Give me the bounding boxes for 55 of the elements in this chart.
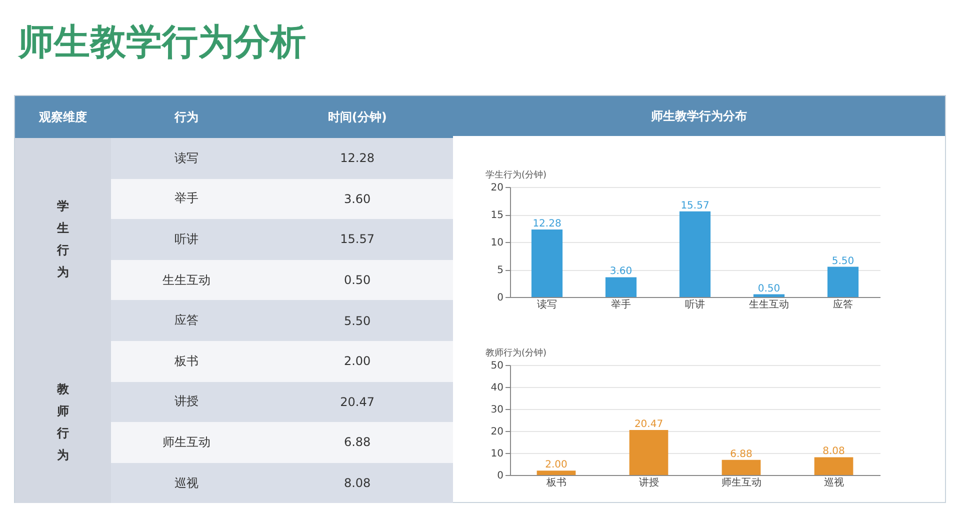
category-label: 听讲 <box>174 232 198 246</box>
x-tick-label: 应答 <box>833 298 853 310</box>
category-label: 师生互动 <box>162 434 210 449</box>
category-label: 读写 <box>174 150 198 165</box>
data-label: 15.57 <box>680 200 710 212</box>
data-label: 12.28 <box>532 218 562 230</box>
x-tick-label: 听讲 <box>685 298 705 310</box>
y-tick-label: 20 <box>490 426 504 438</box>
text: 12.28 <box>340 151 374 166</box>
y-tick-label: 10 <box>490 448 504 460</box>
x-tick-label: 师生互动 <box>721 476 762 488</box>
text: 8.08 <box>344 476 371 490</box>
data-label: 3.60 <box>610 266 632 278</box>
text: 6.88 <box>344 435 371 450</box>
text: 观察维度 <box>15 96 111 138</box>
y-tick-label: 40 <box>490 382 504 394</box>
text: 学生行为 <box>56 198 70 282</box>
text: 2.00 <box>344 354 371 368</box>
category-label: 应答 <box>174 313 198 328</box>
x-tick-label: 读写 <box>537 298 557 310</box>
text: 教师行为 <box>56 381 70 464</box>
category-label: 板书 <box>174 354 198 368</box>
x-tick-label: 讲授 <box>638 476 659 488</box>
text: 师生教学行为分布 <box>453 96 945 136</box>
x-tick-label: 巡视 <box>824 476 844 488</box>
text: 5.50 <box>344 314 371 328</box>
text: 行为 <box>111 96 262 138</box>
y-tick-label: 20 <box>490 182 504 194</box>
category-label: 讲授 <box>174 394 198 408</box>
y-tick-label: 10 <box>490 238 504 248</box>
text: 15.57 <box>340 232 374 246</box>
text: 师生教学行为分析 <box>18 21 306 65</box>
data-label: 8.08 <box>822 446 845 458</box>
text: 20.47 <box>340 394 374 409</box>
y-tick-label: 15 <box>490 210 504 221</box>
y-tick-label: 50 <box>490 360 504 372</box>
y-axis-title: 教师行为(分钟) <box>486 348 547 358</box>
text: 3.60 <box>344 192 371 206</box>
y-tick-label: 0 <box>497 470 504 482</box>
data-label: 20.47 <box>634 418 664 430</box>
x-tick-label: 板书 <box>545 476 566 488</box>
y-tick-label: 5 <box>497 265 504 276</box>
data-label: 0.50 <box>758 283 780 294</box>
y-tick-label: 30 <box>490 404 504 416</box>
y-axis-title: 学生行为(分钟) <box>486 170 547 180</box>
data-label: 6.88 <box>730 448 752 460</box>
x-tick-label: 生生互动 <box>749 298 789 310</box>
data-label: 5.50 <box>832 256 854 267</box>
text: 0.50 <box>344 273 371 288</box>
category-label: 举手 <box>174 191 198 206</box>
x-tick-label: 举手 <box>611 298 631 310</box>
category-label: 生生互动 <box>162 272 210 287</box>
data-label: 2.00 <box>545 460 568 471</box>
y-tick-label: 0 <box>497 292 504 304</box>
text: 时间(分钟) <box>262 96 453 138</box>
